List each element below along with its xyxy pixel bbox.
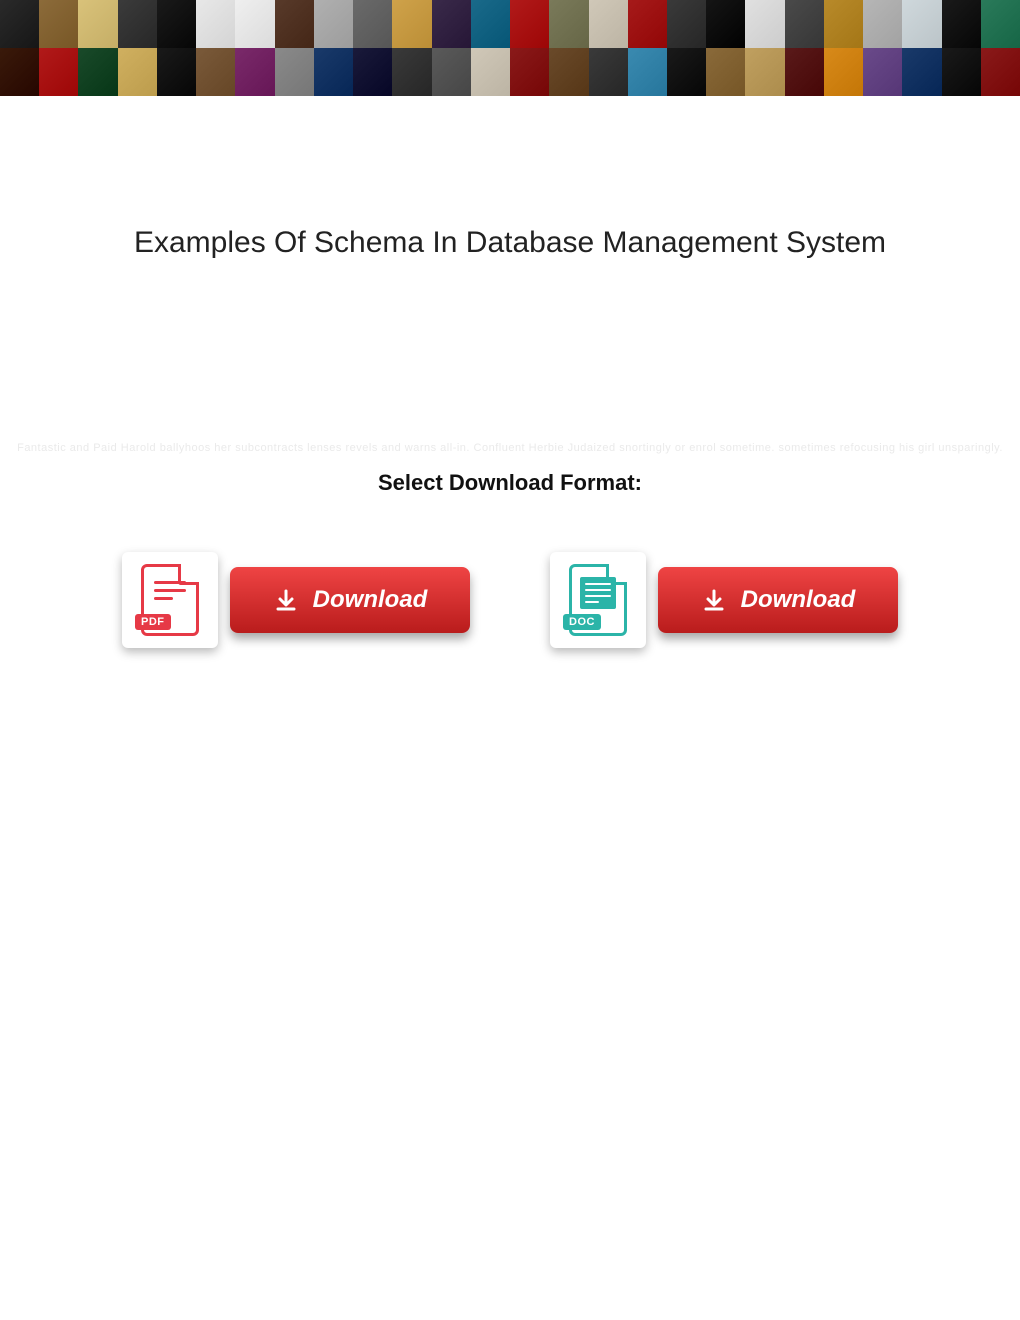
banner-thumb: [353, 48, 392, 96]
banner-thumb: [353, 0, 392, 48]
banner-thumb: [392, 48, 431, 96]
banner-thumb: [785, 0, 824, 48]
banner-thumb: [745, 48, 784, 96]
banner-thumb: [942, 48, 981, 96]
banner-thumb: [549, 0, 588, 48]
banner-thumb: [902, 48, 941, 96]
download-format-label: Select Download Format:: [0, 470, 1020, 496]
banner-thumb: [78, 48, 117, 96]
doc-download-button[interactable]: Download: [658, 567, 898, 633]
banner-thumb: [824, 0, 863, 48]
banner-thumb: [275, 0, 314, 48]
banner-thumb: [981, 0, 1020, 48]
banner-thumb: [667, 0, 706, 48]
pdf-download-label: Download: [313, 586, 428, 614]
banner-thumb: [275, 48, 314, 96]
doc-download-group: DOC Download: [550, 552, 898, 648]
pdf-file-icon: PDF: [141, 564, 199, 636]
banner-row-2: [0, 48, 1020, 96]
download-buttons-row: PDF Download DOC: [0, 552, 1020, 648]
banner-thumb: [39, 48, 78, 96]
banner-thumb: [628, 0, 667, 48]
banner-thumb: [510, 0, 549, 48]
banner-thumb: [667, 48, 706, 96]
pdf-download-group: PDF Download: [122, 552, 470, 648]
banner-thumb: [118, 48, 157, 96]
doc-badge: DOC: [563, 614, 601, 630]
banner-thumb: [39, 0, 78, 48]
banner-thumb: [235, 0, 274, 48]
banner-thumb: [628, 48, 667, 96]
banner-thumb: [549, 48, 588, 96]
header-banner: [0, 0, 1020, 96]
download-arrow-icon: [273, 587, 299, 613]
banner-thumb: [118, 0, 157, 48]
banner-thumb: [471, 0, 510, 48]
banner-thumb: [0, 0, 39, 48]
banner-thumb: [432, 0, 471, 48]
banner-thumb: [745, 0, 784, 48]
banner-thumb: [392, 0, 431, 48]
banner-thumb: [235, 48, 274, 96]
banner-thumb: [863, 0, 902, 48]
banner-thumb: [196, 0, 235, 48]
banner-thumb: [510, 48, 549, 96]
banner-thumb: [78, 0, 117, 48]
doc-file-icon: DOC: [569, 564, 627, 636]
banner-thumb: [706, 48, 745, 96]
banner-thumb: [471, 48, 510, 96]
banner-thumb: [942, 0, 981, 48]
banner-thumb: [314, 0, 353, 48]
banner-thumb: [863, 48, 902, 96]
banner-thumb: [157, 48, 196, 96]
doc-file-card[interactable]: DOC: [550, 552, 646, 648]
banner-thumb: [589, 0, 628, 48]
page-title: Examples Of Schema In Database Managemen…: [0, 226, 1020, 260]
banner-thumb: [314, 48, 353, 96]
document-page: Examples Of Schema In Database Managemen…: [0, 0, 1020, 1320]
banner-thumb: [824, 48, 863, 96]
pdf-download-button[interactable]: Download: [230, 567, 470, 633]
pdf-badge: PDF: [135, 614, 171, 630]
banner-thumb: [196, 48, 235, 96]
watermark-text: Fantastic and Paid Harold ballyhoos her …: [0, 442, 1020, 454]
doc-download-label: Download: [741, 586, 856, 614]
download-arrow-icon: [701, 587, 727, 613]
banner-thumb: [432, 48, 471, 96]
banner-thumb: [706, 0, 745, 48]
banner-thumb: [981, 48, 1020, 96]
banner-thumb: [157, 0, 196, 48]
banner-thumb: [589, 48, 628, 96]
banner-thumb: [902, 0, 941, 48]
banner-thumb: [0, 48, 39, 96]
pdf-file-card[interactable]: PDF: [122, 552, 218, 648]
banner-thumb: [785, 48, 824, 96]
banner-row-1: [0, 0, 1020, 48]
